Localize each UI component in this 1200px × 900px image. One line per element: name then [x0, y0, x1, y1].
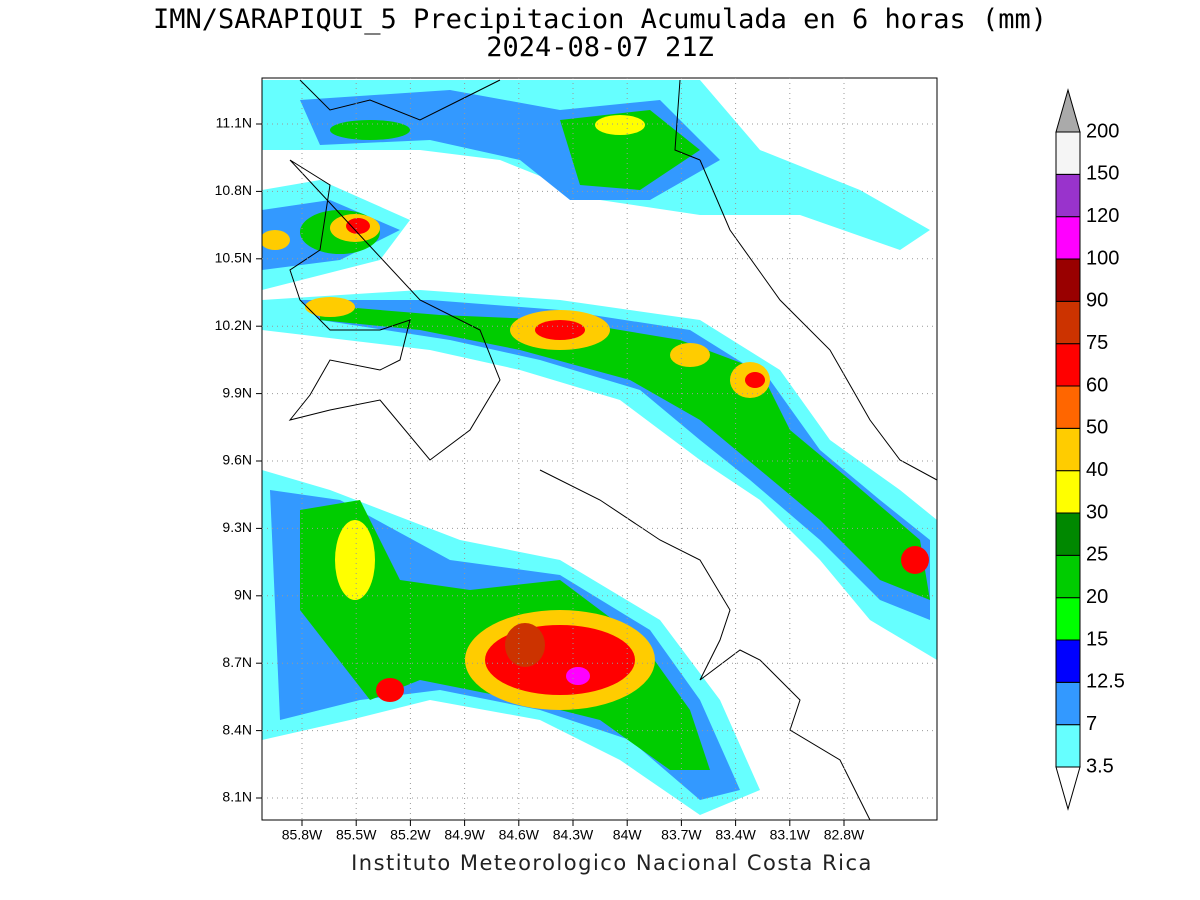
lat-label: 9N — [234, 587, 252, 603]
lon-label: 84.6W — [499, 827, 540, 843]
colorbar-bin — [1055, 597, 1081, 641]
lat-label: 8.1N — [222, 789, 252, 805]
colorbar-bin — [1055, 343, 1081, 387]
lon-label: 84.3W — [553, 827, 594, 843]
colorbar-bin — [1055, 639, 1081, 683]
colorbar-label: 40 — [1086, 459, 1108, 481]
lat-label: 10.2N — [215, 317, 252, 333]
colorbar-label: 60 — [1086, 374, 1108, 396]
colorbar-label: 30 — [1086, 501, 1108, 523]
credit: Instituto Meteorologico Nacional Costa R… — [351, 851, 873, 875]
colorbar-bin — [1055, 470, 1081, 514]
lon-label: 82.8W — [824, 827, 865, 843]
colorbar-bin — [1055, 681, 1081, 726]
colorbar-label: 150 — [1086, 163, 1119, 185]
colorbar-label: 12.5 — [1086, 671, 1125, 693]
colorbar-label: 25 — [1086, 544, 1108, 566]
precip-field — [262, 78, 937, 820]
colorbar-bin — [1055, 173, 1081, 218]
map-frame — [261, 77, 938, 821]
lat-label: 8.4N — [222, 721, 252, 737]
colorbar-bin — [1055, 300, 1081, 345]
lon-label: 83.4W — [715, 827, 756, 843]
colorbar-label: 3.5 — [1086, 755, 1114, 777]
colorbar-bin — [1055, 427, 1081, 472]
lon-label: 84W — [613, 827, 643, 843]
colorbar-bin — [1055, 512, 1081, 556]
colorbar-over — [1055, 88, 1081, 133]
colorbar-label: 20 — [1086, 586, 1108, 608]
lat-label: 8.7N — [222, 654, 252, 670]
lon-label: 85.2W — [390, 827, 431, 843]
colorbar-bin — [1055, 554, 1081, 599]
lat-label: 9.6N — [222, 452, 252, 468]
lat-label: 9.3N — [222, 519, 252, 535]
colorbar: 3.5 7 12.5 15 20 25 30 40 50 60 75 90 100 120 150 200 — [1055, 88, 1125, 811]
colorbar-label: 7 — [1086, 713, 1097, 735]
colorbar-bin — [1055, 385, 1081, 429]
coastline — [288, 79, 938, 821]
colorbar-bin — [1055, 131, 1081, 175]
colorbar-label: 75 — [1086, 332, 1108, 354]
lon-label: 85.8W — [282, 827, 323, 843]
colorbar-bin — [1055, 216, 1081, 260]
axes: 11.1N 10.8N 10.5N 10.2N 9.9N 9.6N 9.3N 9N 8.7N 8.… — [215, 78, 937, 843]
lat-label: 9.9N — [222, 384, 252, 400]
colorbar-bin — [1055, 724, 1081, 768]
colorbar-bin — [1055, 258, 1081, 302]
lon-label: 83.1W — [770, 827, 811, 843]
subtitle: 2024-08-07 21Z — [486, 32, 714, 63]
lon-label: 83.7W — [661, 827, 702, 843]
lat-label: 10.8N — [215, 182, 252, 198]
lat-label: 11.1N — [216, 115, 252, 131]
colorbar-label: 50 — [1086, 417, 1108, 439]
colorbar-label: 15 — [1086, 628, 1108, 650]
lat-label: 10.5N — [215, 250, 252, 266]
lon-label: 85.5W — [336, 827, 377, 843]
colorbar-label: 120 — [1086, 205, 1119, 227]
colorbar-label: 90 — [1086, 290, 1108, 312]
title: IMN/SARAPIQUI_5 Precipitacion Acumulada … — [153, 4, 1047, 35]
colorbar-under — [1055, 766, 1081, 811]
colorbar-label: 100 — [1086, 247, 1119, 269]
colorbar-label: 200 — [1086, 120, 1119, 142]
lon-label: 84.9W — [444, 827, 485, 843]
